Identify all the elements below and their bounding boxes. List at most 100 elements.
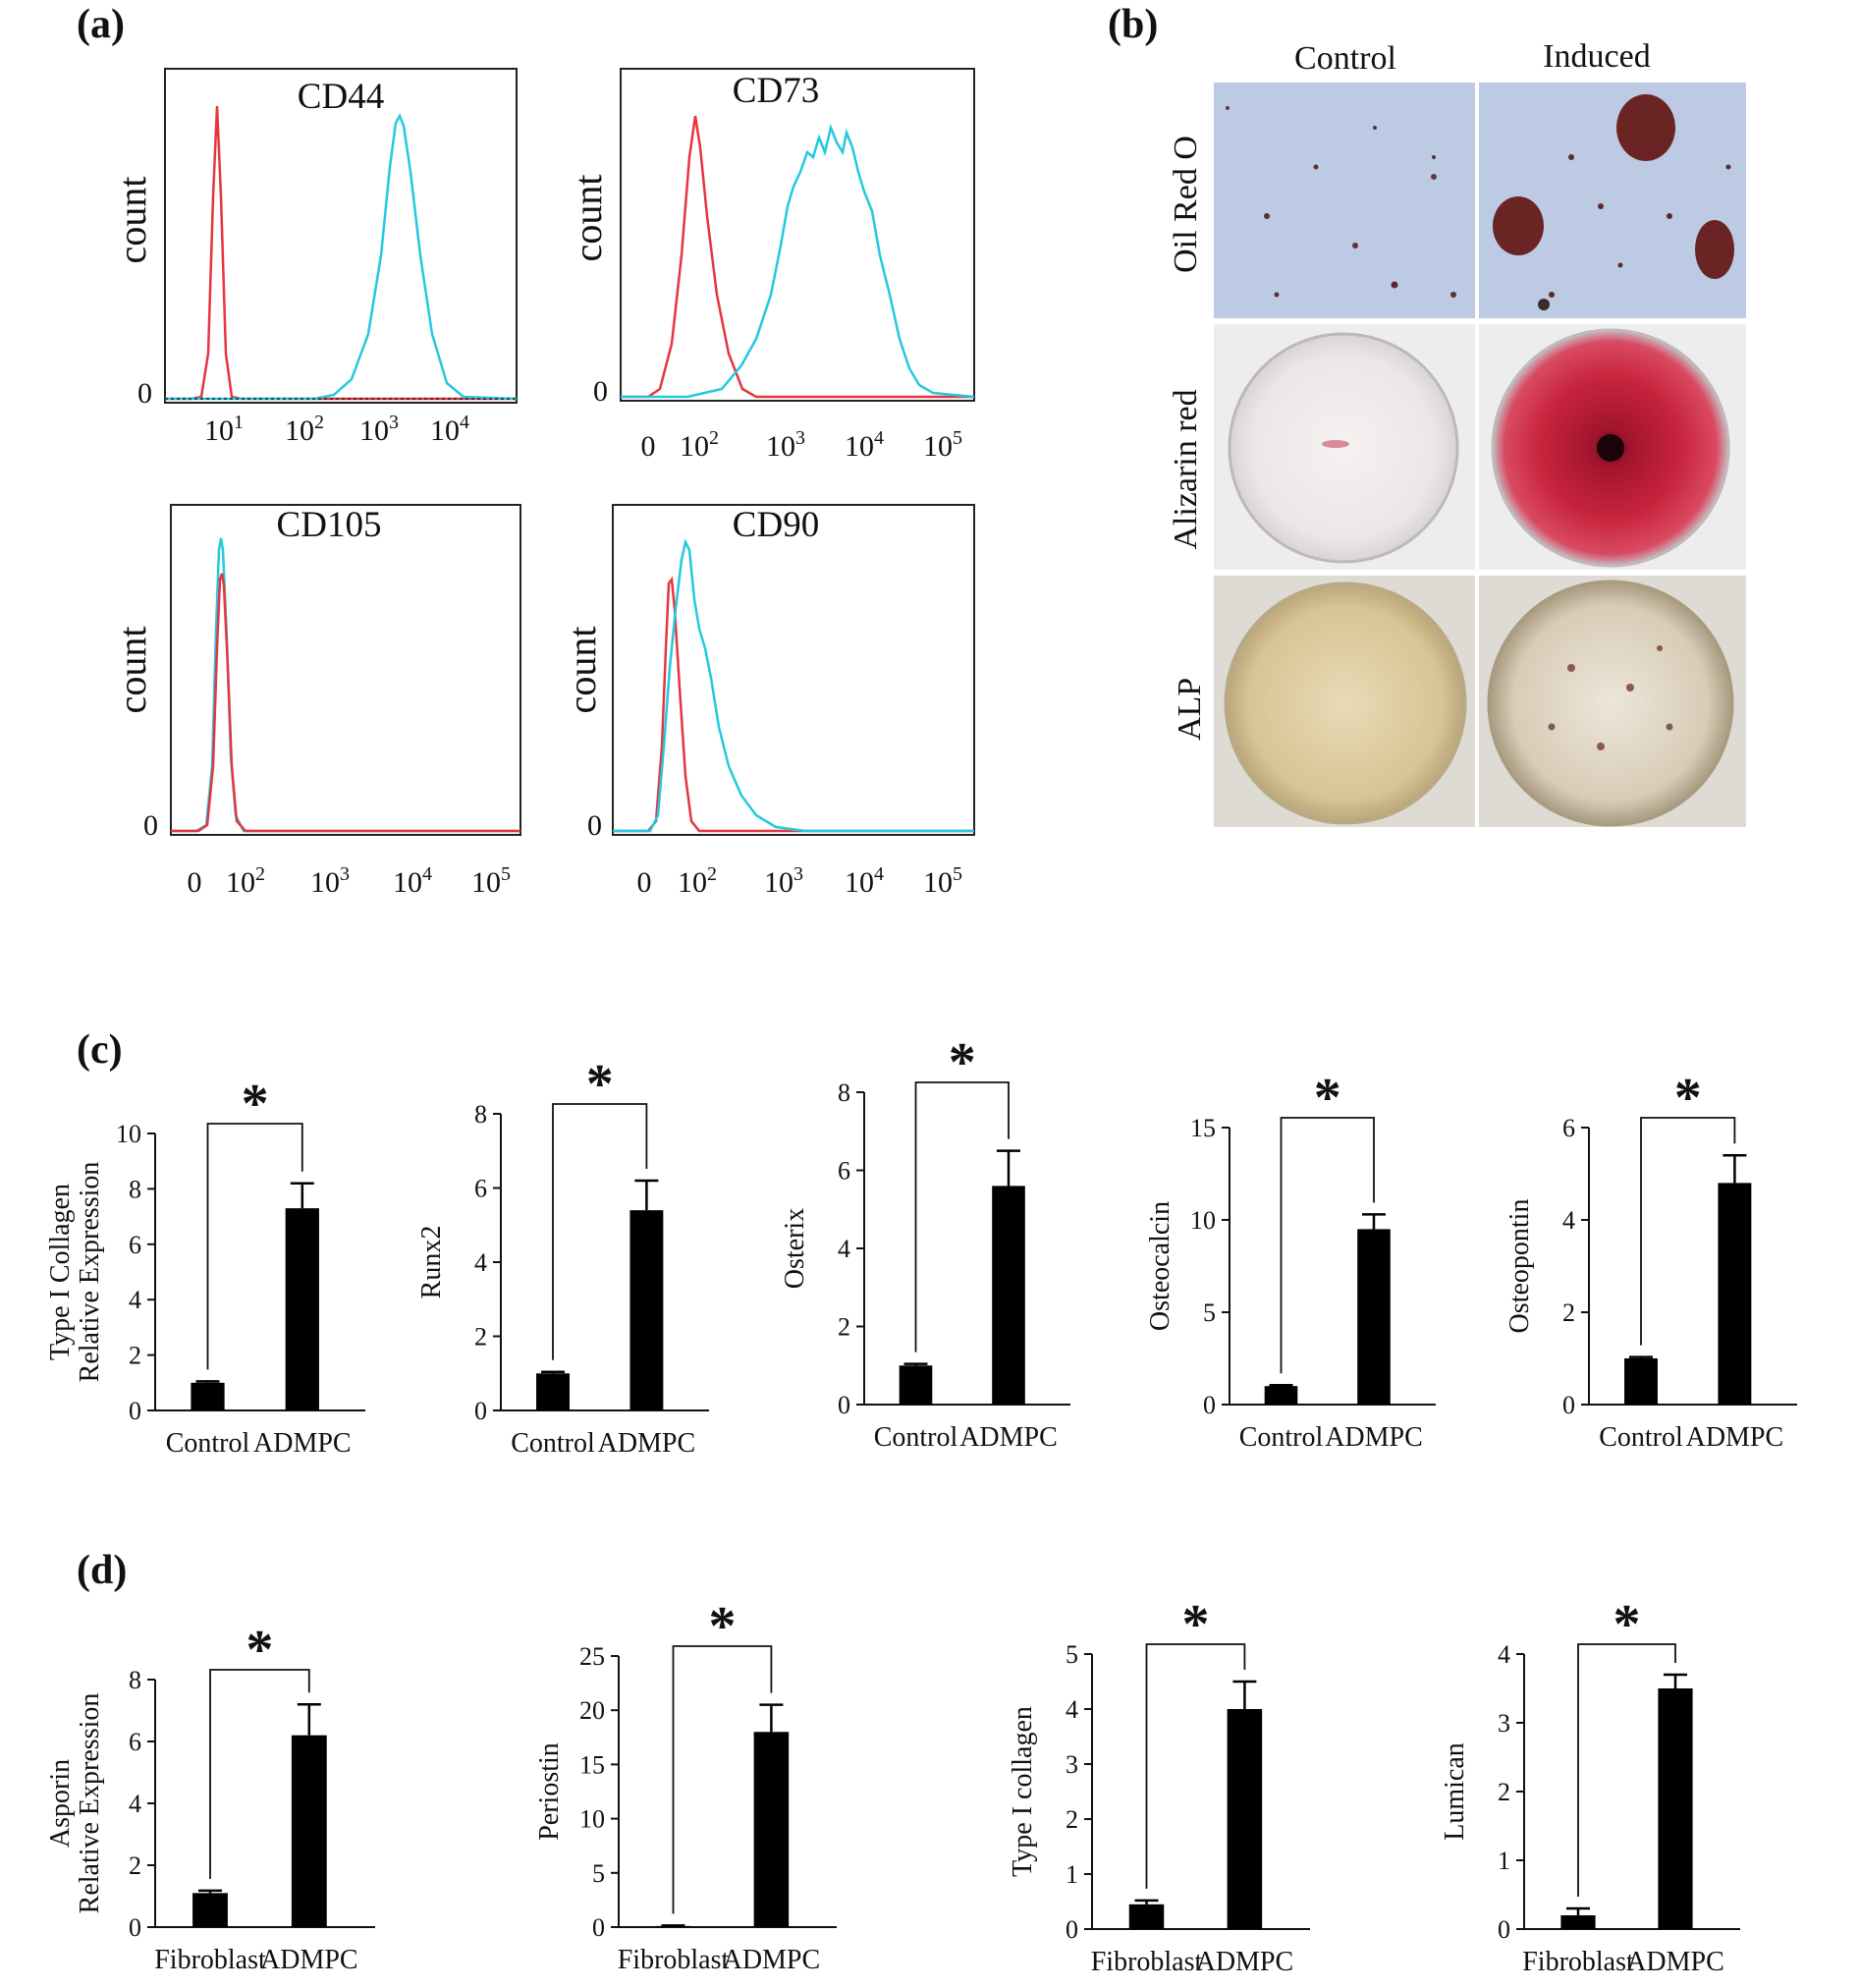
- flow-histogram-cd44: CD44 count 0 101 102 103 104: [110, 68, 518, 447]
- y-tick-label: 6: [1562, 1114, 1575, 1142]
- y-tick-label: 10: [579, 1805, 605, 1834]
- oil-red-o-induced-image: [1479, 83, 1746, 318]
- flow-zero-label: 0: [143, 809, 158, 842]
- svg-text:102: 102: [285, 412, 324, 447]
- svg-text:105: 105: [471, 863, 511, 899]
- y-tick-label: 8: [838, 1078, 850, 1107]
- stain-column-control: Control: [1294, 40, 1396, 77]
- bar-chart-osterix: 0 2 4 6 8 Osterix Control ADMPC *: [780, 1032, 1070, 1453]
- flow-ylabel: count: [110, 627, 154, 714]
- flow-tick-1: 0: [641, 430, 656, 463]
- significance-star: *: [586, 1054, 614, 1115]
- significance-star: *: [1314, 1068, 1341, 1129]
- y-axis-subtitle: Relative Expression: [75, 1693, 105, 1914]
- flow-tick-3: 103: [310, 863, 350, 899]
- bar: [629, 1210, 664, 1410]
- svg-text:104: 104: [393, 863, 432, 899]
- y-tick-label: 1: [1498, 1847, 1510, 1875]
- flow-tick-3: 103: [764, 863, 803, 899]
- y-tick-label: 8: [129, 1175, 141, 1203]
- category-label: Fibroblast: [1091, 1947, 1203, 1977]
- category-label: ADMPC: [1626, 1947, 1724, 1977]
- y-tick-label: 5: [592, 1859, 605, 1888]
- significance-star: *: [1181, 1594, 1209, 1655]
- y-tick-label: 3: [1066, 1750, 1078, 1779]
- y-tick-label: 0: [129, 1397, 141, 1425]
- y-tick-label: 4: [474, 1248, 487, 1277]
- significance-star: *: [242, 1074, 269, 1134]
- bar-chart-type-i-collagen: 0 2 4 6 8 10 Type I Collagen Relative Expressio…: [45, 1074, 365, 1459]
- category-label: Control: [166, 1428, 250, 1459]
- flow-tick-1: 0: [188, 866, 202, 899]
- svg-text:102: 102: [678, 863, 717, 899]
- bar-chart-osteocalcin: 0 5 10 15 Osteocalcin Control ADMPC *: [1145, 1068, 1436, 1453]
- svg-text:103: 103: [764, 863, 803, 899]
- bar: [1128, 1904, 1165, 1929]
- y-tick-label: 0: [1498, 1915, 1510, 1944]
- svg-text:103: 103: [766, 427, 805, 463]
- bar: [1718, 1183, 1752, 1405]
- flow-plot-frame: [164, 68, 518, 404]
- y-tick-label: 6: [474, 1175, 487, 1203]
- bar-chart-asporin: 0 2 4 6 8 Asporin Relative Expression Fibroblas…: [45, 1620, 375, 1975]
- bar: [1264, 1386, 1298, 1405]
- flow-tick-4: 104: [845, 427, 884, 463]
- y-tick-label: 5: [1203, 1298, 1216, 1327]
- y-tick-label: 10: [116, 1120, 141, 1148]
- stain-column-induced: Induced: [1543, 38, 1651, 75]
- flow-plot-frame: [620, 68, 975, 402]
- flow-title: CD44: [298, 77, 384, 117]
- significance-bracket: [672, 1645, 773, 1914]
- flow-title: CD105: [277, 505, 382, 545]
- bar: [1658, 1688, 1693, 1929]
- flow-title: CD90: [733, 505, 819, 545]
- bar: [536, 1373, 570, 1410]
- flow-ylabel: count: [566, 175, 610, 262]
- y-tick-label: 4: [1562, 1206, 1575, 1235]
- significance-bracket: [1577, 1643, 1676, 1897]
- bar: [753, 1732, 790, 1927]
- flow-tick-2: 102: [285, 412, 324, 447]
- y-tick-label: 8: [129, 1666, 141, 1694]
- flow-tick-3: 103: [359, 412, 399, 447]
- oil-red-o-control-image: [1214, 83, 1475, 318]
- y-tick-label: 2: [129, 1342, 141, 1370]
- y-tick-label: 2: [1066, 1805, 1078, 1834]
- flow-histogram-cd73: CD73 count 0 0 102 103 104 105: [566, 68, 975, 463]
- category-label: Control: [1599, 1422, 1683, 1453]
- svg-text:103: 103: [359, 412, 399, 447]
- y-tick-label: 2: [1498, 1778, 1510, 1806]
- y-tick-label: 4: [838, 1235, 850, 1263]
- y-tick-label: 0: [1203, 1391, 1216, 1419]
- bar: [291, 1735, 327, 1927]
- y-axis-title: Lumican: [1440, 1742, 1470, 1841]
- flow-zero-label: 0: [137, 377, 152, 410]
- flow-tick-5: 105: [923, 427, 962, 463]
- svg-text:101: 101: [204, 412, 244, 447]
- flow-tick-1: 101: [204, 412, 244, 447]
- flow-curve-isotype: [171, 573, 520, 833]
- bar-chart-runx2: 0 2 4 6 8 Runx2 Control ADMPC *: [416, 1054, 709, 1459]
- y-tick-label: 2: [474, 1323, 487, 1352]
- y-axis-title: Osteopontin: [1504, 1199, 1535, 1334]
- bar: [992, 1186, 1025, 1405]
- flow-curve-marker: [613, 538, 974, 833]
- y-tick-label: 4: [129, 1790, 141, 1818]
- panel-label-d: (d): [77, 1548, 127, 1593]
- staining-panel: Control Induced Oil Red O Alizarin red A…: [1168, 38, 1746, 827]
- stain-row-alizarin-red: Alizarin red: [1168, 389, 1204, 549]
- y-tick-label: 4: [1498, 1640, 1510, 1669]
- category-label: ADMPC: [1196, 1947, 1294, 1977]
- y-axis-title: Type I collagen: [1008, 1706, 1038, 1877]
- y-axis-title: Type I Collagen: [45, 1184, 76, 1360]
- y-tick-label: 6: [129, 1231, 141, 1259]
- bar: [1624, 1358, 1658, 1405]
- y-tick-label: 2: [838, 1313, 850, 1342]
- category-label: ADMPC: [723, 1945, 821, 1975]
- y-tick-label: 1: [1066, 1860, 1078, 1889]
- y-tick-label: 5: [1066, 1640, 1078, 1669]
